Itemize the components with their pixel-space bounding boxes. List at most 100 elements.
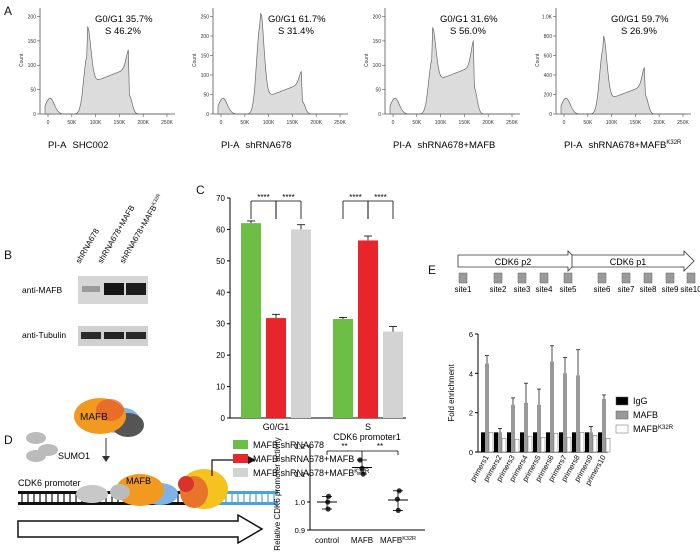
hist-x-label: PI-A shRNA678+MAFB [393,140,495,151]
site-label: site10 [680,285,700,294]
site-label: site8 [640,285,657,294]
e-bar [580,432,584,452]
histogram-curve [45,26,170,114]
d-x-tick-label: control [315,536,339,545]
hist-y-tick-label: 200 [373,14,382,20]
panel-b-western-blot: shRNA678 shRNA678+MAFB shRNA678+MAFBK32R… [20,190,190,360]
e-bar [559,432,563,452]
band-tubulin-2 [104,332,124,339]
e-legend-label: MAFB [633,410,658,420]
hist-x-label: PI-A SHC002 [48,140,108,151]
arrow-down-head [102,456,110,462]
sumo-label: SUMO1 [58,451,90,461]
hist-y-tick-label: 50 [30,88,36,94]
hist-y-label: Count [19,53,25,67]
e-bar [593,435,597,452]
c-y-tick-label: 20 [216,351,225,360]
e-legend-swatch [616,425,628,433]
mafb-top-label: MAFB [80,412,108,423]
svg-text:shRNA678+MAFBK32R: shRNA678+MAFBK32R [118,193,165,265]
region-label: CDK6 p2 [495,257,532,267]
g0g1-percentage: G0/G1 31.6% [440,14,498,25]
e-bar [485,364,489,453]
e-y-tick-label: 2 [469,409,473,418]
hist-x-tick-label: 0 [47,120,50,126]
panel-e-promoter-map: CDK6 p2 CDK6 p1site1 site2 site3 site4 site5 s… [440,245,700,320]
hist-y-label: Count [364,53,370,67]
panel-e-chip-chart: 0246Fold enrichmentprimers1primers2prime… [440,322,700,555]
legend-swatch-green [233,440,248,449]
hist-y-tick-label: 200 [544,92,553,98]
hist-y-tick-label: 0 [378,112,381,118]
hist-y-tick-label: 400 [544,73,553,79]
hist-x-tick-label: 0 [392,120,395,126]
hist-x-tick-label: 0 [563,120,566,126]
row-label-mafb: anti-MAFB [22,285,62,295]
e-bar [572,432,576,452]
panel-label-b: B [4,248,12,262]
e-bar [541,437,545,452]
hist-y-label: Count [192,53,198,67]
hist-y-tick-label: 200 [201,34,210,40]
hist-y-label: Count [535,53,541,67]
hist-x-tick-label: 250K [506,120,518,126]
e-bar [489,432,493,452]
site-label: site5 [560,285,577,294]
e-bar [502,438,506,452]
e-bar [528,436,532,452]
hist-x-tick-label: 150K [630,120,642,126]
d-y-tick-label: 1.0 [295,498,305,507]
e-bar [576,375,580,452]
mafb-bound-gray [110,484,130,500]
e-bar [481,432,485,452]
histogram-curve [561,36,686,114]
e-bar [546,432,550,452]
hist-x-tick-label: 50K [240,120,250,126]
s-phase-percentage: S 56.0% [450,26,486,37]
hist-x-tick-label: 100K [263,120,275,126]
hist-y-tick-label: 100 [373,63,382,69]
e-bar [498,432,502,452]
site-label: site2 [490,285,507,294]
histogram-curve [390,27,515,114]
legend-swatch-red [233,454,248,463]
e-legend-swatch [616,411,628,419]
s-phase-percentage: S 31.4% [278,26,314,37]
site-label: site9 [662,285,679,294]
g0g1-percentage: G0/G1 35.7% [95,14,153,25]
c-sig-label: **** [282,193,294,202]
histogram-2: 050100150200250Count0 50K 100K 150K 200K 250K… [192,8,348,151]
e-bar [585,432,589,452]
c-y-tick-label: 30 [216,320,225,329]
d-x-tick-label: MAFBK32R [380,536,416,545]
hist-x-tick-label: 200K [137,120,149,126]
e-legend-label: IgG [633,396,648,406]
rna-pol-red [178,476,194,492]
s-phase-percentage: S 46.2% [105,26,141,37]
site-box [644,273,652,283]
hist-x-tick-label: 50K [67,120,77,126]
hist-x-tick-label: 100K [90,120,102,126]
sumo-1 [26,432,46,444]
hist-y-tick-label: 150 [373,39,382,45]
legend-label-3: MAFB shRNA678+MAFBK32R [253,468,370,478]
hist-y-tick-label: 600 [544,53,553,59]
sumo-3 [26,450,46,462]
site-label: site6 [594,285,611,294]
e-y-tick-label: 0 [469,448,473,457]
band-mafb-1 [82,286,100,292]
panel-label-e: E [428,263,436,277]
histogram-4: 0 200 400 600 800 1.0K Count 0 50K 100K 150K 200K 25… [535,8,691,151]
hist-y-tick-label: 0 [33,112,36,118]
e-bar [507,432,511,452]
hist-y-tick-label: 200 [28,14,37,20]
hist-x-tick-label: 100K [606,120,618,126]
site-label: site1 [455,285,472,294]
histogram-1: 050100150200Count0 50K 100K 150K 200K 250KG0/… [19,8,175,151]
band-tubulin-1 [81,332,101,339]
hist-x-label: PI-A shRNA678+MAFBK32R [564,140,682,151]
hist-y-tick-label: 1.0K [542,14,553,20]
c-bar [358,240,378,418]
e-bar [524,403,528,452]
hist-x-tick-label: 200K [653,120,665,126]
